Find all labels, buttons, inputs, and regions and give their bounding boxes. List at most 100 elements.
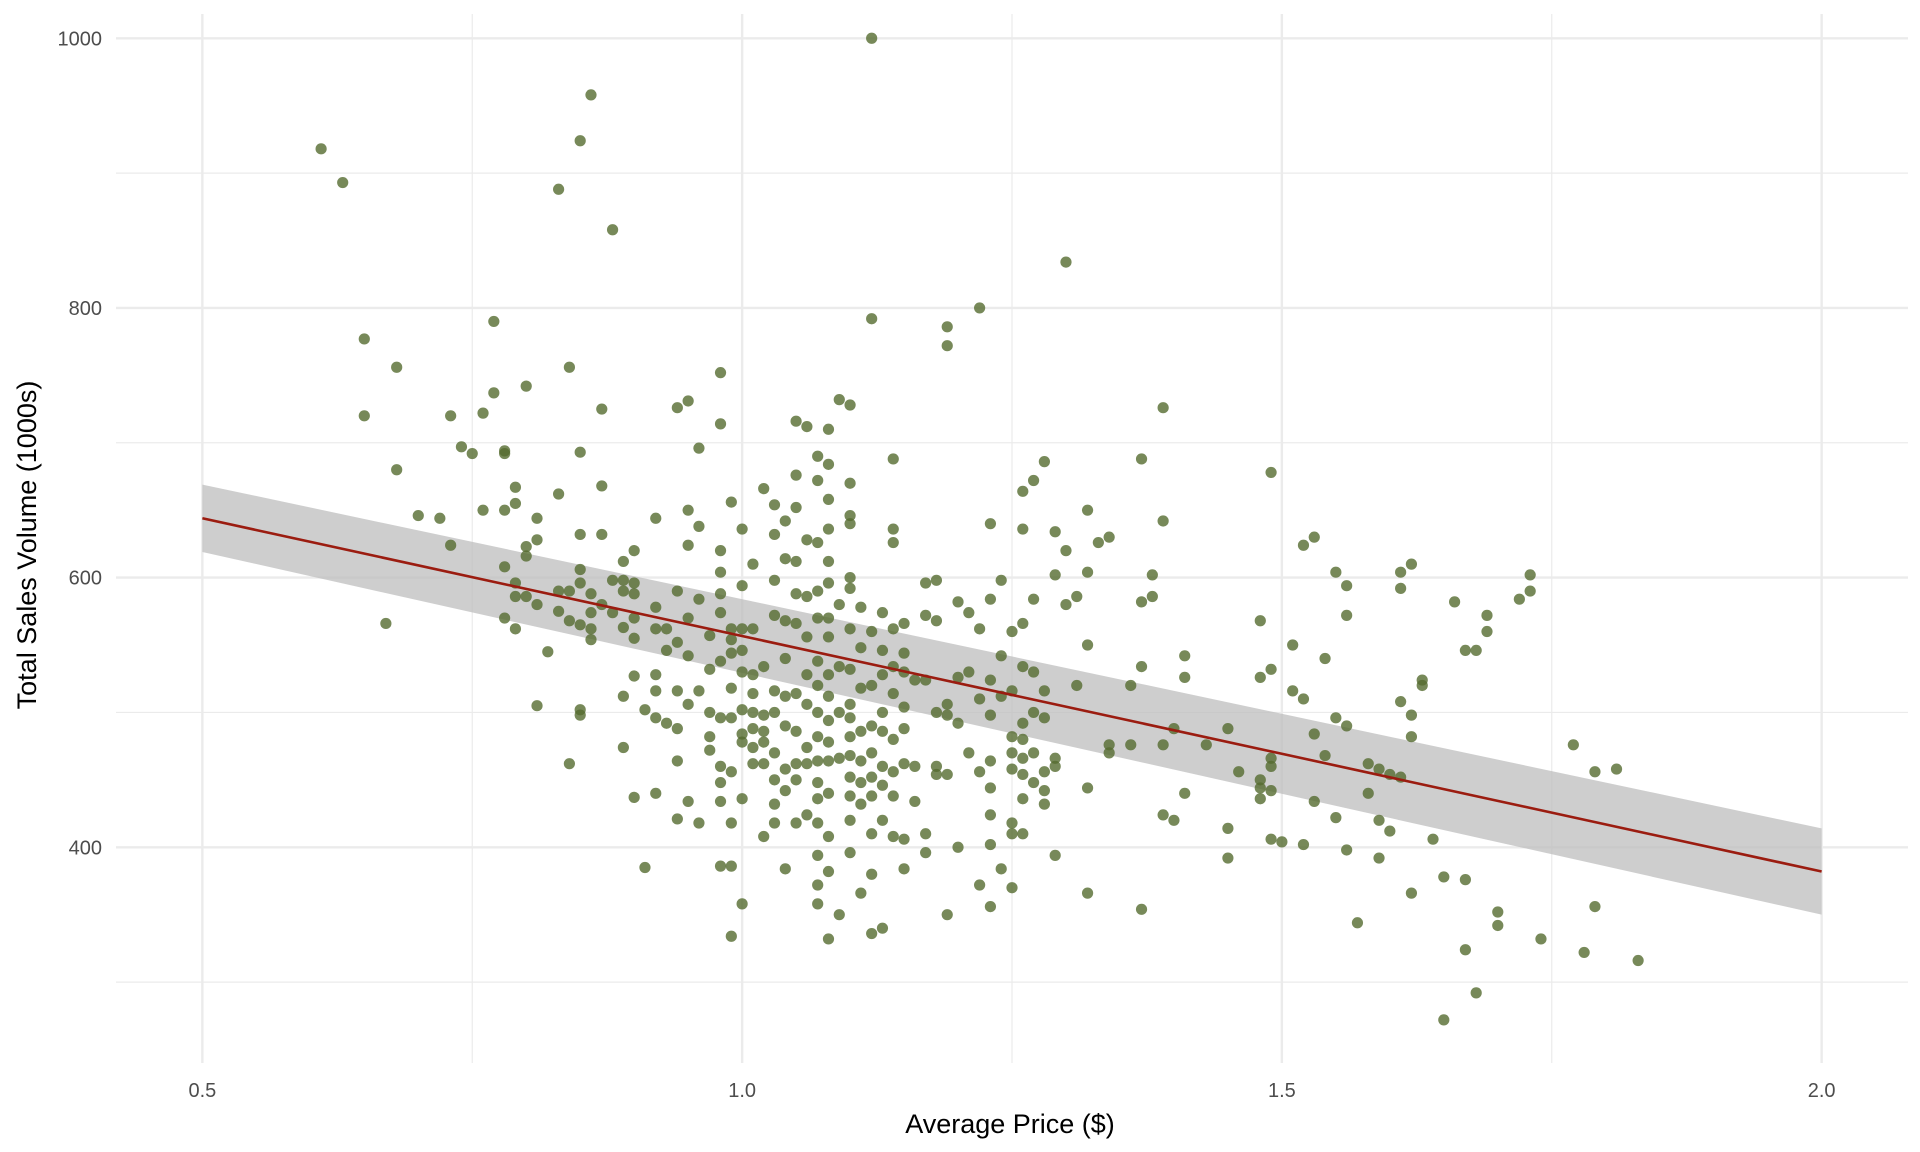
data-point	[779, 863, 791, 875]
data-point	[445, 410, 457, 422]
data-point	[898, 701, 910, 713]
data-point	[1481, 609, 1493, 621]
data-point	[725, 712, 737, 724]
data-point	[682, 539, 694, 551]
data-point	[1017, 752, 1029, 764]
data-point	[520, 380, 532, 392]
data-point	[747, 706, 759, 719]
data-point	[801, 698, 813, 710]
data-point	[1567, 739, 1579, 751]
data-point	[876, 607, 889, 619]
data-point	[1265, 833, 1277, 845]
data-point	[1081, 782, 1094, 794]
data-point	[671, 636, 683, 648]
data-point	[866, 679, 878, 692]
data-point	[887, 790, 899, 802]
data-point	[1060, 256, 1072, 268]
data-point	[801, 420, 813, 433]
data-point	[455, 441, 468, 453]
data-point	[822, 736, 835, 748]
y-tick-label: 1000	[58, 28, 103, 50]
data-point	[1081, 639, 1094, 651]
data-point	[974, 623, 986, 635]
data-point	[617, 741, 629, 754]
data-point	[1351, 917, 1364, 929]
data-point	[844, 477, 856, 489]
data-point	[1135, 453, 1148, 465]
data-point	[1319, 652, 1331, 665]
data-point	[790, 555, 802, 568]
data-point	[984, 674, 997, 686]
data-point	[974, 693, 986, 705]
data-point	[553, 585, 565, 597]
data-point	[1341, 720, 1353, 732]
data-point	[844, 663, 856, 675]
data-point	[952, 717, 964, 729]
data-point	[617, 585, 629, 597]
data-point	[1135, 660, 1148, 673]
data-point	[358, 333, 370, 345]
data-point	[747, 723, 759, 735]
data-point	[1038, 456, 1050, 468]
data-point	[682, 650, 694, 662]
data-point	[1222, 723, 1234, 735]
data-point	[617, 555, 629, 568]
data-point	[1071, 590, 1083, 603]
data-point	[1589, 900, 1601, 913]
data-point	[844, 771, 856, 783]
data-point	[822, 555, 835, 568]
x-tick-label: 1.0	[728, 1080, 756, 1102]
data-point	[714, 566, 727, 578]
data-point	[822, 493, 835, 505]
data-point	[898, 617, 910, 630]
data-point	[1125, 739, 1137, 751]
data-point	[941, 768, 953, 781]
data-point	[822, 865, 835, 878]
data-point	[499, 612, 511, 624]
data-point	[768, 798, 781, 810]
data-point	[909, 795, 921, 808]
data-point	[747, 623, 759, 635]
data-point	[779, 763, 791, 775]
data-point	[833, 660, 845, 673]
data-point	[1168, 814, 1180, 826]
data-point	[952, 596, 964, 608]
data-point	[736, 736, 748, 748]
data-point	[1287, 685, 1299, 697]
data-point	[984, 593, 997, 605]
data-point	[628, 791, 640, 803]
data-point	[628, 577, 640, 589]
data-point	[1071, 679, 1083, 692]
data-point	[499, 504, 511, 516]
data-point	[1006, 625, 1018, 638]
data-point	[747, 669, 759, 681]
data-point	[941, 321, 953, 333]
data-point	[488, 387, 500, 399]
data-point	[855, 682, 867, 694]
data-point	[768, 499, 781, 511]
data-point	[844, 698, 856, 710]
data-point	[790, 774, 802, 786]
data-point	[887, 523, 899, 535]
data-point	[650, 512, 662, 524]
data-point	[682, 504, 694, 516]
y-tick-label: 600	[69, 568, 102, 590]
data-point	[606, 224, 619, 236]
data-point	[477, 407, 489, 419]
data-point	[1027, 747, 1040, 759]
data-point	[790, 588, 802, 600]
data-point	[812, 612, 824, 624]
y-axis-title: Total Sales Volume (1000s)	[12, 381, 42, 710]
data-point	[380, 617, 392, 630]
data-point	[1319, 749, 1331, 762]
data-point	[1535, 933, 1547, 945]
data-point	[844, 509, 856, 522]
data-point	[1038, 712, 1050, 724]
data-point	[822, 631, 835, 643]
data-point	[801, 758, 813, 770]
data-point	[941, 698, 953, 710]
data-point	[930, 615, 943, 627]
data-point	[866, 868, 878, 880]
data-point	[1362, 758, 1374, 770]
data-point	[1459, 874, 1471, 886]
